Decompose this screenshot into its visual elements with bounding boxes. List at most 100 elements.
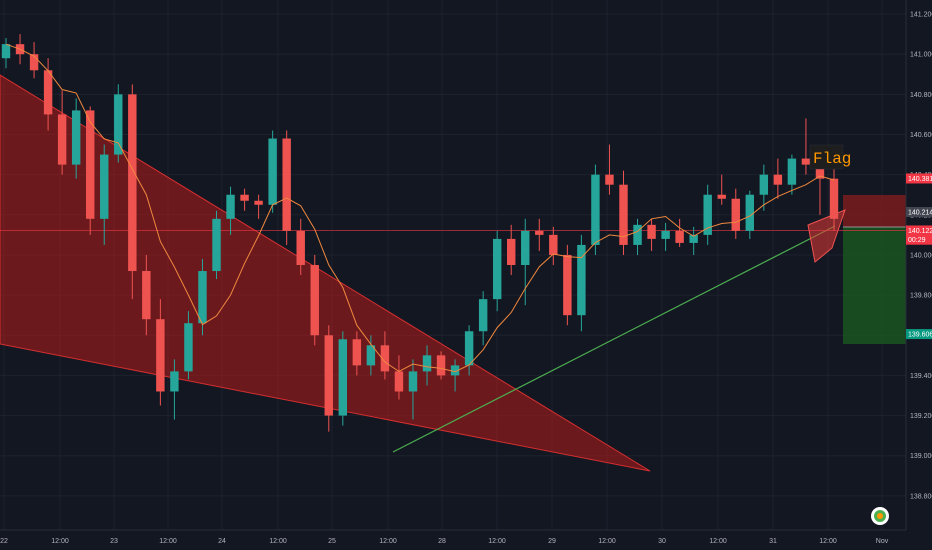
price-tag xyxy=(906,329,932,340)
candle-body xyxy=(492,238,502,300)
x-tick-label: 28 xyxy=(438,538,446,545)
candle-body xyxy=(436,355,446,376)
candle-body xyxy=(268,138,277,205)
candle-body xyxy=(254,200,263,205)
y-axis-panel xyxy=(906,0,932,550)
x-tick-label: 12:00 xyxy=(51,538,69,545)
candle-body xyxy=(1,44,11,59)
candle-body xyxy=(71,110,81,165)
candle-body xyxy=(324,335,333,416)
y-tick-label: 141.200 xyxy=(910,12,932,19)
price-tags: 140.381 140.214 140.122 00:29 139.606 xyxy=(906,173,932,340)
tradingview-logo-icon[interactable] xyxy=(871,507,889,525)
candle-body xyxy=(100,154,109,219)
price-tag xyxy=(906,234,932,245)
candle-body xyxy=(717,194,726,199)
flag-label-text: Flag xyxy=(813,150,851,168)
flag-label: Flag xyxy=(809,144,851,170)
candle-body xyxy=(380,345,390,372)
candle-body xyxy=(675,230,684,243)
candle-body xyxy=(745,194,755,231)
x-axis-ticks: 22 12:00 23 12:00 24 12:00 25 12:00 28 12:00 29 12:… xyxy=(0,538,889,545)
short-position-tool[interactable] xyxy=(843,195,906,344)
candle-body xyxy=(633,224,642,245)
flag-label-background xyxy=(809,144,844,170)
price-tag-label: 140.381 xyxy=(908,176,932,183)
y-tick-label: 139.400 xyxy=(910,373,932,380)
x-tick-label: 29 xyxy=(548,538,556,545)
y-tick-label: 140.800 xyxy=(910,92,932,99)
candle-body xyxy=(282,138,291,231)
candle-body xyxy=(689,234,698,243)
x-tick-label: 12:00 xyxy=(598,538,616,545)
candle-body xyxy=(85,110,95,219)
candle-body xyxy=(240,194,249,201)
x-tick-label: 22 xyxy=(0,538,8,545)
candle-body xyxy=(142,271,151,320)
candle-body xyxy=(394,371,404,392)
candle-body xyxy=(170,371,179,392)
candle-body xyxy=(57,114,67,165)
candle-body xyxy=(450,365,460,376)
candle-body xyxy=(535,230,544,235)
candle-body xyxy=(619,184,628,245)
price-tag-label: 140.214 xyxy=(908,210,932,217)
x-tick-label: 12:00 xyxy=(379,538,397,545)
candle-body xyxy=(521,230,530,265)
candle-body xyxy=(310,265,319,336)
candle-body xyxy=(731,198,740,231)
y-tick-label: 139.200 xyxy=(910,413,932,420)
x-tick-label: 12:00 xyxy=(819,538,837,545)
y-tick-label: 140.000 xyxy=(910,252,932,259)
candle-body xyxy=(773,174,783,185)
x-tick-label: 23 xyxy=(110,538,118,545)
candle-body xyxy=(338,339,348,416)
candle-body xyxy=(128,94,137,272)
candle-body xyxy=(43,70,53,115)
candle-body xyxy=(787,158,797,185)
candle-body xyxy=(591,174,600,245)
moving-average-line xyxy=(5,43,835,373)
candle-body xyxy=(184,323,193,372)
price-tag-label: 140.122 xyxy=(908,228,932,235)
candle-body xyxy=(226,194,235,219)
take-profit-zone xyxy=(843,227,906,344)
candle-body xyxy=(549,234,558,255)
candle-body xyxy=(212,218,221,272)
candle-body xyxy=(29,54,39,71)
candle-body xyxy=(507,238,516,265)
candle-body xyxy=(829,178,839,219)
logo-core xyxy=(877,513,883,519)
price-tag xyxy=(906,225,932,236)
price-tag xyxy=(906,173,932,184)
y-tick-label: 140.600 xyxy=(910,132,932,139)
stop-loss-zone xyxy=(843,195,906,227)
price-tag-label: 00:29 xyxy=(908,237,926,244)
candle-body xyxy=(801,158,811,165)
candle-body xyxy=(366,345,376,366)
candle-body xyxy=(563,254,572,316)
candle-body xyxy=(478,299,488,332)
x-tick-label: Nov xyxy=(876,538,889,545)
candle-body xyxy=(815,164,825,179)
y-tick-label: 141.000 xyxy=(910,52,932,59)
candle-body xyxy=(114,94,123,155)
y-tick-label: 139.800 xyxy=(910,293,932,300)
x-tick-label: 24 xyxy=(218,538,226,545)
candle-body xyxy=(661,230,670,239)
candle-body xyxy=(464,331,474,366)
candles xyxy=(1,34,839,432)
candle-body xyxy=(352,339,362,366)
candle-body xyxy=(422,355,432,372)
x-tick-label: 12:00 xyxy=(488,538,506,545)
candle-body xyxy=(296,230,305,265)
ascending-trendline xyxy=(392,225,836,453)
candle-body xyxy=(605,174,614,185)
price-tag xyxy=(906,207,932,217)
x-tick-label: 12:00 xyxy=(159,538,177,545)
candle-body xyxy=(577,244,586,316)
candle-body xyxy=(647,224,656,239)
y-tick-label: 138.800 xyxy=(910,493,932,500)
candle-body xyxy=(703,194,712,235)
